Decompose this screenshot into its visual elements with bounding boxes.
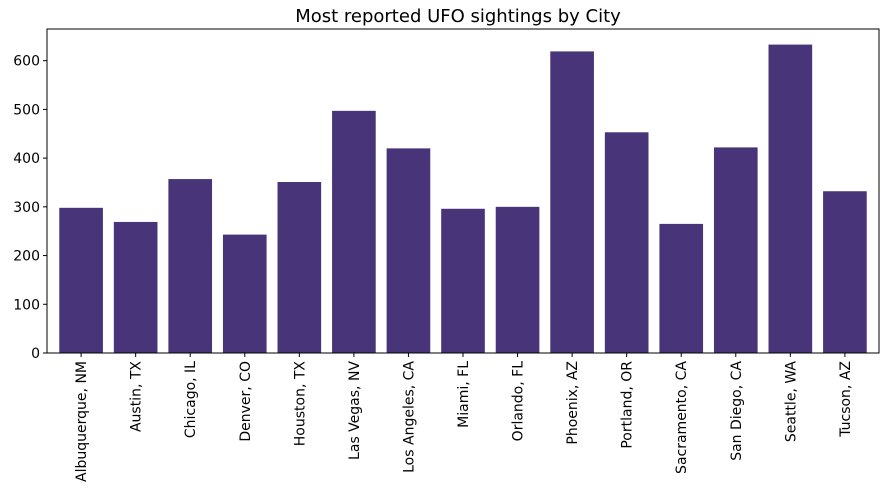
x-tick-label: Miami, FL bbox=[456, 361, 472, 428]
bar bbox=[495, 206, 540, 353]
x-tick-label: Austin, TX bbox=[129, 361, 145, 432]
x-tick-label: Denver, CO bbox=[238, 361, 254, 442]
x-tick-label: Sacramento, CA bbox=[674, 361, 690, 474]
y-tick-label: 100 bbox=[13, 297, 40, 313]
bar bbox=[277, 181, 322, 353]
bar bbox=[823, 191, 867, 353]
x-tick-label: Las Vegas, NV bbox=[347, 361, 363, 460]
x-tick-label: San Diego, CA bbox=[729, 361, 745, 461]
x-tick-label: Phoenix, AZ bbox=[565, 361, 581, 445]
x-tick-label: Houston, TX bbox=[292, 361, 308, 447]
bar bbox=[59, 207, 103, 353]
y-tick-label: 0 bbox=[31, 346, 40, 362]
bar bbox=[386, 148, 431, 353]
x-tick-label: Los Angeles, CA bbox=[401, 361, 417, 473]
x-tick-label: Chicago, IL bbox=[183, 361, 199, 438]
x-tick-label: Orlando, FL bbox=[511, 361, 527, 442]
bar bbox=[768, 44, 813, 354]
bar bbox=[222, 234, 267, 353]
bar bbox=[441, 208, 485, 353]
y-axis: 0 100 200 300 400 500 600 bbox=[13, 54, 47, 362]
bar bbox=[168, 179, 213, 353]
bar bbox=[332, 110, 376, 353]
bar bbox=[713, 147, 758, 353]
x-tick-label: Tucson, AZ bbox=[838, 361, 854, 438]
y-tick-label: 600 bbox=[13, 54, 40, 70]
bar bbox=[113, 221, 158, 353]
x-tick-label: Albuquerque, NM bbox=[74, 361, 90, 482]
y-tick-label: 200 bbox=[13, 249, 40, 265]
y-tick-label: 400 bbox=[13, 151, 40, 167]
y-tick-label: 300 bbox=[13, 200, 40, 216]
bar bbox=[604, 132, 649, 353]
x-tick-label: Seattle, WA bbox=[783, 361, 799, 443]
chart-title: Most reported UFO sightings by City bbox=[295, 6, 621, 27]
bar bbox=[550, 51, 594, 353]
x-tick-label: Portland, OR bbox=[620, 361, 636, 449]
bar bbox=[659, 223, 704, 353]
bars-group bbox=[59, 44, 867, 354]
plot-frame bbox=[46, 28, 880, 354]
x-axis: Albuquerque, NM Austin, TX Chicago, IL Denv… bbox=[74, 353, 854, 482]
y-tick-label: 500 bbox=[13, 102, 40, 118]
